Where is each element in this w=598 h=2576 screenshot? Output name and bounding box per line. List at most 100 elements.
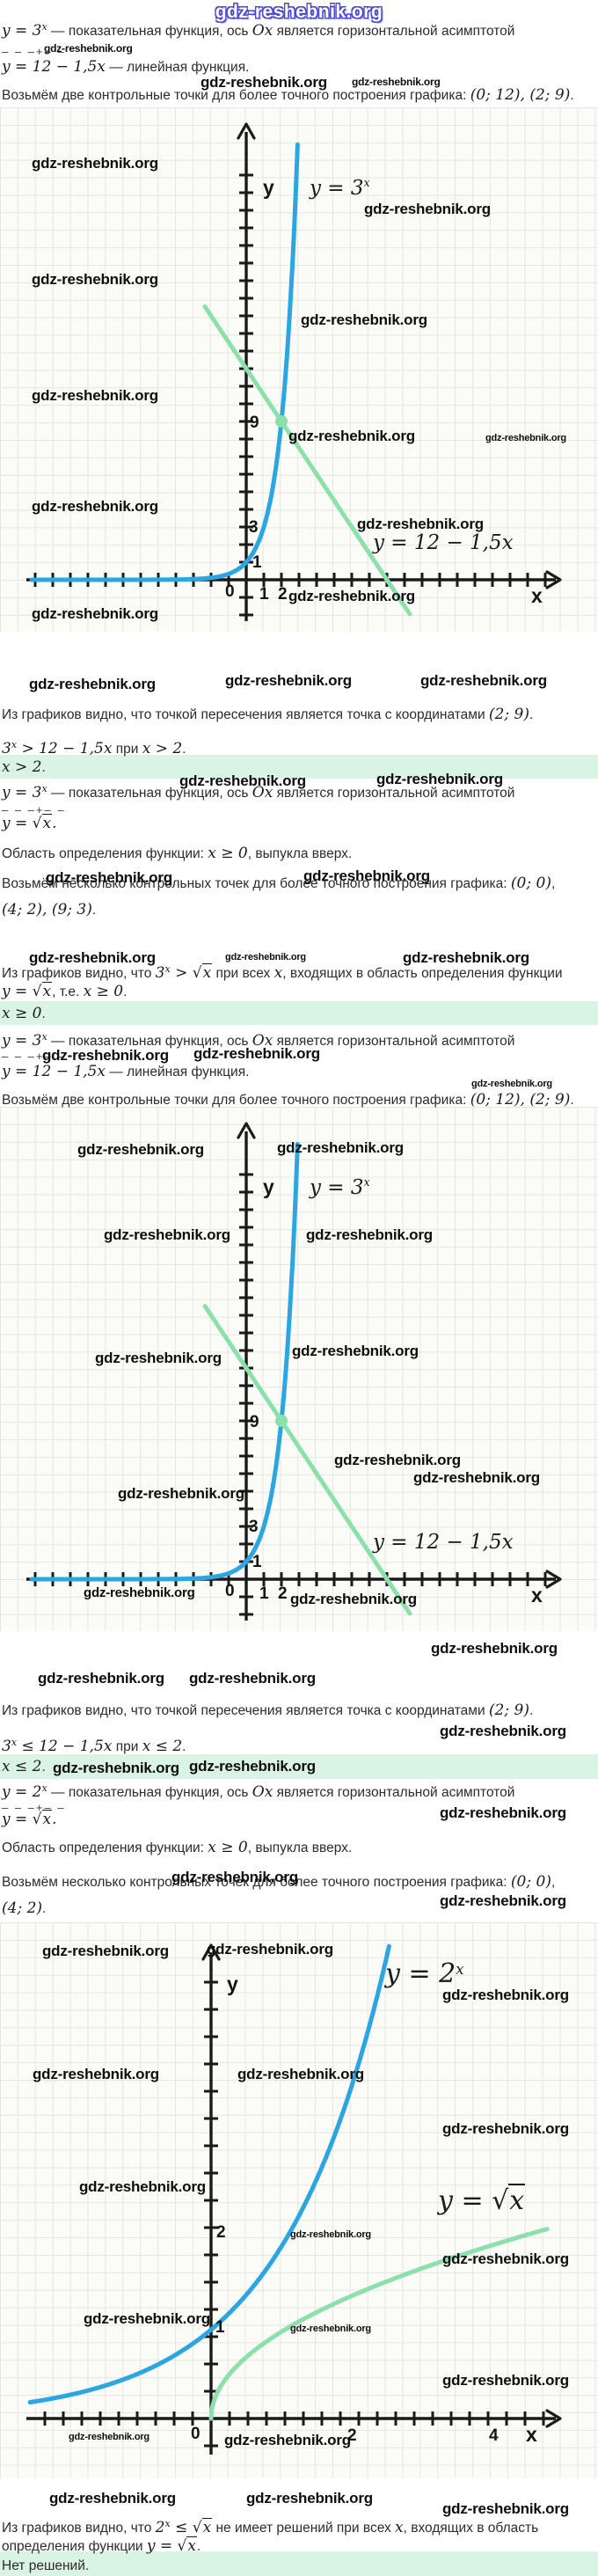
text-segment: Область определения функции: [2,846,208,861]
watermark: gdz-reshebnik.org [84,1585,195,1600]
watermark: gdz-reshebnik.org [77,1141,204,1158]
watermark: gdz-reshebnik.org [288,588,415,604]
math-segment: (2; 9) [488,1701,529,1719]
watermark: gdz-reshebnik.org [42,1047,169,1064]
math-segment: y = 12 − 1,5x [373,1531,514,1554]
text-segment: — показательная функция, ось [47,24,252,39]
watermark: gdz-reshebnik.org [471,1079,552,1089]
text-line: y = √x. [2,814,57,833]
text-line: y = √x, т.е. x ≥ 0. [2,982,128,1001]
text-line: y = 3x — показательная функция, ось Ox я… [2,779,514,802]
text-line: определения функции y = √x. [2,2536,201,2556]
text-segment: . [570,1093,574,1108]
exponent: x [164,963,171,975]
text-segment: Из графиков видно, что [2,2521,156,2536]
text-segment: — линейная функция. [105,60,250,75]
text-segment: при всех [212,966,274,981]
text-segment: . [570,88,574,103]
watermark: gdz-reshebnik.org [277,1139,404,1156]
math-segment: (0; 12), (2; 9) [470,86,571,104]
radicand: x [41,814,53,832]
radicand: x [201,963,213,982]
text-segment: Возьмём несколько контрольных точек для … [2,1875,511,1890]
equation-label: y = 12 − 1,5x [373,531,514,554]
highlight-bar [0,2551,598,2576]
math-segment: x > 2 [142,740,183,757]
text-line: y = 2x — показательная функция, ось Ox я… [2,1779,514,1802]
axis-tick-number: 9 [250,413,259,432]
watermark: gdz-reshebnik.org [95,1350,222,1366]
text-line: Нет решений. [2,2557,89,2575]
text-segment: не имеет решений при всех [212,2521,396,2536]
math-segment: x ≥ 0 [208,1839,248,1856]
watermark: gdz-reshebnik.org [224,2432,351,2448]
text-segment: . [91,903,97,918]
axis-tick-number: 2 [278,585,288,604]
text-segment: при [112,742,142,757]
watermark: gdz-reshebnik.org [207,1941,333,1958]
site-logo: gdz-reshebnik.org [215,2,383,22]
text-segment: , выпукла вверх. [247,846,353,861]
watermark: gdz-reshebnik.org [189,1758,316,1775]
math-segment: y = [438,2185,492,2216]
text-line: y = 3x — показательная функция, ось Ox я… [2,18,514,40]
sqrt-expression: √x [177,2536,197,2555]
radicand: x [201,2518,213,2536]
watermark: gdz-reshebnik.org [237,2066,364,2082]
text-segment: — линейная функция. [105,1065,250,1079]
highlight-bar [0,1001,598,1025]
watermark: gdz-reshebnik.org [440,1804,566,1821]
highlight-bar [0,1754,598,1779]
math-segment: . [52,1811,57,1828]
math-segment: ≤ 12 − 1,5x [17,1738,113,1755]
watermark: gdz-reshebnik.org [440,1892,566,1909]
math-segment: y = [2,1811,33,1828]
watermark: gdz-reshebnik.org [301,311,427,328]
text-segment: Из графиков видно, что точкой пересечени… [2,1703,489,1718]
axis-tick-number: 0 [225,1582,235,1600]
math-segment: y = 12 − 1,5x [2,58,106,76]
math-segment: y = 3 [2,784,42,801]
text-segment: . [123,984,128,999]
axis-tick-number: 3 [249,518,259,537]
exponent: x [363,176,370,189]
watermark: gdz-reshebnik.org [413,1469,540,1486]
text-segment: . [41,760,46,775]
text-segment: — показательная функция, ось [47,1034,252,1049]
text-line: Возьмём две контрольные точки для более … [2,86,574,105]
text-segment: — показательная функция, ось [47,1785,252,1800]
axis-tick-number: 1 [259,585,269,604]
radicand: x [508,2184,526,2216]
watermark: gdz-reshebnik.org [442,1987,569,2003]
math-segment: y = [146,2537,178,2555]
text-line: Из графиков видно, что 2x ≤ √x не имеет … [2,2514,538,2537]
radicand: x [41,982,53,1000]
text-line: y = 3x — показательная функция, ось Ox я… [2,1028,514,1050]
equation-label: y = 3x [310,1175,370,1199]
watermark: gdz-reshebnik.org [42,1943,169,1959]
watermark: gdz-reshebnik.org [442,2500,569,2517]
math-segment: Ox [252,22,273,40]
exponent: x [456,1961,464,1978]
text-segment: . [41,1760,46,1775]
graph-exp3-vs-linear-a [0,107,598,632]
text-segment: Возьмём две контрольные точки для более … [2,1093,470,1108]
watermark: gdz-reshebnik.org [32,498,158,515]
math-segment: x ≥ 0 [83,983,124,1000]
math-segment: (0; 12), (2; 9) [470,1091,571,1109]
math-segment: x ≥ 0 [2,1005,42,1022]
text-segment: . [182,742,186,757]
axis-letter-x: x [531,584,543,607]
text-line: – – –+– – [2,801,66,819]
axis-tick-number: 2 [216,2223,226,2242]
obscured-word-graphika: – – –+– – [2,1801,66,1814]
text-line: Возьмём несколько контрольных точек для … [2,1873,555,1892]
text-segment: Нет решений. [2,2558,90,2573]
watermark: gdz-reshebnik.org [179,772,306,789]
watermark: gdz-reshebnik.org [53,1760,179,1776]
sqrt-expression: √x [192,963,213,982]
watermark: gdz-reshebnik.org [46,869,172,886]
math-segment: y = [2,815,33,832]
text-line: – – –+– – [2,42,66,61]
sqrt-expression: √x [32,814,53,832]
